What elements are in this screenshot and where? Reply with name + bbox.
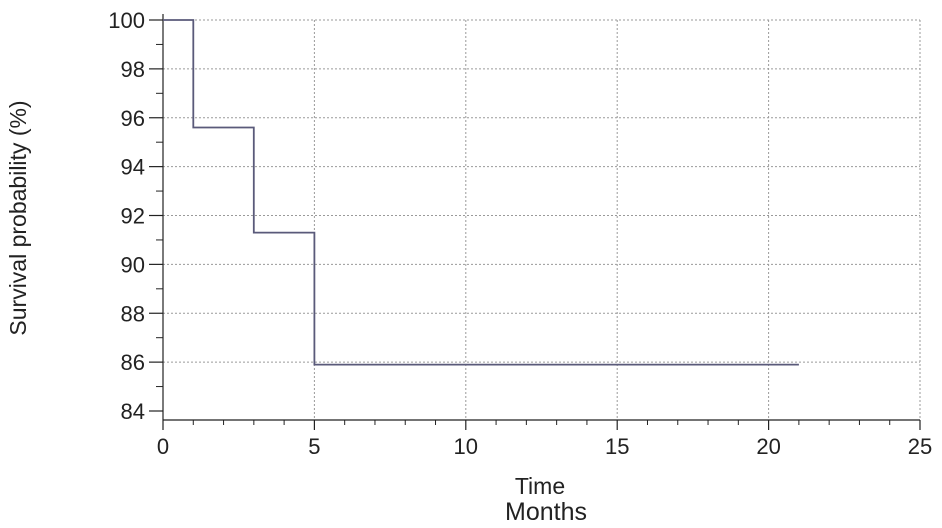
x-tick-label: 20: [756, 434, 780, 459]
x-axis-label: Time: [515, 473, 565, 499]
x-tick-label: 5: [308, 434, 320, 459]
labels-layer: Survival probability (%) Time Months: [5, 100, 587, 526]
grid-layer: [163, 19, 921, 420]
y-tick-label: 88: [121, 301, 145, 326]
y-tick-label: 98: [121, 57, 145, 82]
y-tick-label: 96: [121, 106, 145, 131]
y-tick-label: 90: [121, 252, 145, 277]
y-tick-label: 100: [108, 8, 145, 33]
x-tick-label: 25: [908, 434, 932, 459]
y-tick-label: 84: [121, 399, 145, 424]
x-tick-label: 0: [157, 434, 169, 459]
y-tick-label: 94: [121, 155, 145, 180]
axes-layer: 84 86 88 90 92 94 96 98 100 0 5 10 15 20 25: [108, 8, 932, 459]
y-tick-label: 86: [121, 350, 145, 375]
x-tick-label: 15: [605, 434, 629, 459]
y-axis-label: Survival probability (%): [5, 100, 31, 335]
survival-step-line: [163, 19, 799, 366]
series-layer: [163, 19, 799, 366]
y-tick-label: 92: [121, 204, 145, 229]
x-axis-subtitle: Months: [505, 498, 587, 523]
x-tick-label: 10: [454, 434, 478, 459]
